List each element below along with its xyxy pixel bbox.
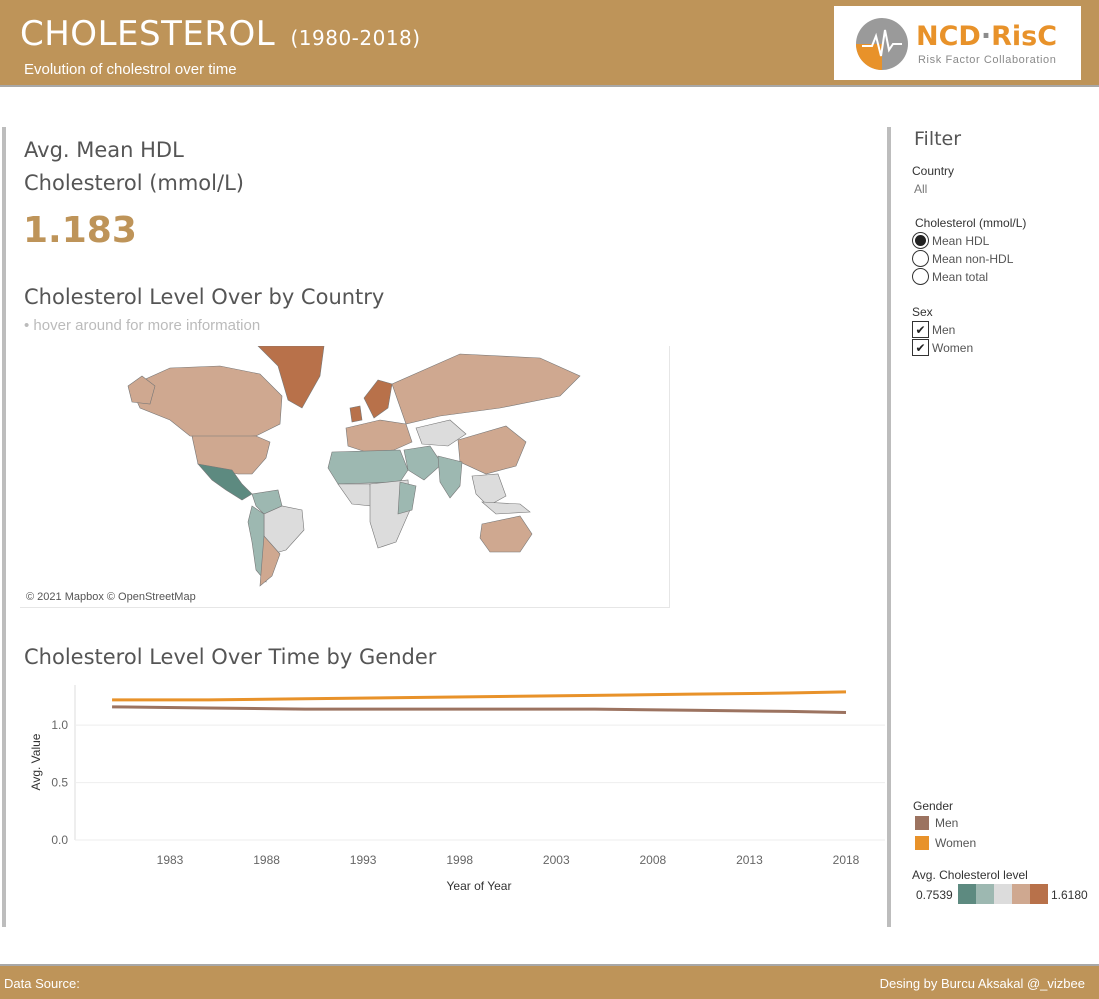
series-line-men	[112, 705, 847, 715]
women-swatch	[915, 836, 929, 850]
checkmark-icon[interactable]: ✔	[912, 321, 929, 338]
country-filter-label: Country	[912, 164, 955, 178]
logo-dot: ·	[980, 21, 992, 52]
gender-legend-title: Gender	[913, 799, 954, 813]
footer-data-source: Data Source:	[4, 976, 80, 991]
y-tick-label: 0.5	[51, 776, 68, 790]
x-tick-label: 2003	[543, 853, 570, 867]
x-tick-label: 1983	[157, 853, 184, 867]
checkbox-label: Women	[932, 340, 974, 355]
country-filter-value[interactable]: All	[914, 182, 928, 196]
title-text: CHOLESTEROL	[20, 14, 276, 54]
map-region-russia[interactable]	[391, 353, 581, 425]
map-hint: • hover around for more information	[24, 317, 261, 334]
color-scale-bar	[958, 884, 1048, 904]
cholesterol-filter-label: Cholesterol (mmol/L)	[915, 216, 1027, 230]
map-region-uk[interactable]	[349, 405, 363, 423]
globe-heart-icon	[856, 18, 908, 70]
x-tick-label: 2018	[833, 853, 860, 867]
radio-selected-icon[interactable]	[912, 232, 929, 249]
y-tick-label: 1.0	[51, 718, 68, 732]
map-region-australia[interactable]	[479, 515, 533, 553]
map-region-mexico[interactable]	[197, 463, 253, 501]
map-region-southeast-asia[interactable]	[471, 473, 507, 507]
radio-mean-hdl[interactable]: Mean HDL	[912, 232, 989, 249]
checkbox-label: Men	[932, 322, 956, 337]
line-chart-title: Cholesterol Level Over Time by Gender	[24, 645, 437, 669]
map-region-china[interactable]	[457, 425, 527, 475]
x-tick-label: 2008	[640, 853, 667, 867]
map-region-scandinavia[interactable]	[363, 379, 393, 419]
world-map[interactable]: © 2021 Mapbox © OpenStreetMap	[20, 346, 670, 608]
footer-credit[interactable]: Desing by Burcu Aksakal @_vizbee	[879, 976, 1085, 991]
radio-empty-icon[interactable]	[912, 268, 929, 285]
map-region-india[interactable]	[437, 455, 463, 499]
men-swatch	[915, 816, 929, 830]
map-region-east-africa[interactable]	[397, 481, 417, 515]
color-scale-min: 0.7539	[916, 888, 953, 902]
checkbox-women[interactable]: ✔ Women	[912, 339, 973, 356]
color-scale-title: Avg. Cholesterol level	[912, 868, 1028, 882]
sex-filter-label: Sex	[912, 305, 933, 319]
radio-empty-icon[interactable]	[912, 250, 929, 267]
radio-label: Mean HDL	[932, 233, 990, 248]
map-region-central-asia[interactable]	[415, 419, 467, 447]
map-region-alaska[interactable]	[127, 375, 156, 405]
kpi-label-line1: Avg. Mean HDL	[24, 138, 184, 162]
filter-title: Filter	[914, 128, 962, 150]
x-tick-label: 1998	[446, 853, 473, 867]
x-axis-label: Year of Year	[447, 879, 512, 893]
logo-tagline: Risk Factor Collaboration	[918, 54, 1057, 66]
map-region-greenland[interactable]	[257, 346, 325, 409]
legend-label-women: Women	[935, 836, 977, 850]
color-scale-max: 1.6180	[1051, 888, 1088, 902]
kpi-value: 1.183	[23, 210, 137, 251]
kpi-label: Avg. Mean HDL Cholesterol (mmol/L)	[24, 134, 324, 200]
map-title: Cholesterol Level Over by Country	[24, 285, 385, 309]
logo-wordmark: NCD·RisC	[916, 21, 1057, 52]
world-map-svg	[127, 346, 581, 587]
right-divider	[887, 127, 891, 927]
logo-ncd: NCD	[916, 21, 981, 52]
map-region-indonesia[interactable]	[481, 501, 531, 515]
map-region-europe[interactable]	[345, 419, 413, 453]
map-attribution[interactable]: © 2021 Mapbox © OpenStreetMap	[26, 591, 196, 603]
legend-item-women[interactable]: Women	[915, 836, 976, 850]
left-divider	[2, 127, 6, 927]
ncd-risc-logo[interactable]: NCD·RisC Risk Factor Collaboration	[834, 6, 1081, 80]
y-axis-label: Avg. Value	[29, 733, 43, 790]
page-subtitle: Evolution of cholestrol over time	[24, 61, 237, 78]
y-tick-label: 0.0	[51, 833, 68, 847]
legend-item-men[interactable]: Men	[915, 816, 958, 830]
map-region-argentina[interactable]	[259, 535, 281, 587]
logo-risc: RisC	[991, 21, 1058, 52]
title-years: (1980-2018)	[290, 26, 421, 50]
line-chart-svg: 0.0 0.5 1.0 1983 1988 1993 1998 2003 2008 2013 201…	[29, 685, 885, 893]
x-tick-label: 1988	[253, 853, 280, 867]
map-region-middle-east[interactable]	[403, 445, 443, 481]
map-region-west-africa[interactable]	[337, 483, 373, 507]
header: CHOLESTEROL (1980-2018) Evolution of cho…	[0, 0, 1099, 87]
x-tick-label: 1993	[350, 853, 377, 867]
line-chart[interactable]: 0.0 0.5 1.0 1983 1988 1993 1998 2003 2008 2013 201…	[20, 680, 890, 895]
kpi-label-line2: Cholesterol (mmol/L)	[24, 171, 244, 195]
legend-label-men: Men	[935, 816, 959, 830]
map-region-north-africa[interactable]	[327, 449, 409, 485]
checkbox-men[interactable]: ✔ Men	[912, 321, 955, 338]
radio-label: Mean non-HDL	[932, 251, 1014, 266]
checkmark-icon[interactable]: ✔	[912, 339, 929, 356]
x-tick-label: 2013	[736, 853, 763, 867]
page-title: CHOLESTEROL (1980-2018)	[20, 14, 421, 54]
series-line-women	[112, 690, 847, 702]
radio-mean-total[interactable]: Mean total	[912, 268, 988, 285]
map-region-canada[interactable]	[129, 365, 283, 439]
footer: Data Source: Desing by Burcu Aksakal @_v…	[0, 964, 1099, 999]
radio-label: Mean total	[932, 269, 989, 284]
radio-mean-non-hdl[interactable]: Mean non-HDL	[912, 250, 1013, 267]
